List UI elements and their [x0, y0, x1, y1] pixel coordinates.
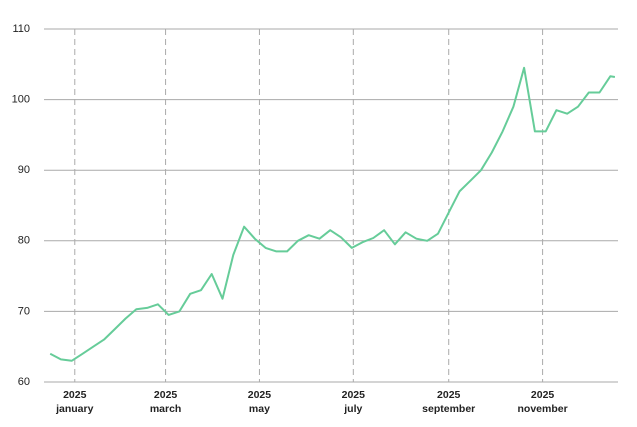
- x-tick-label: november: [518, 403, 568, 415]
- line: [49, 66, 616, 362]
- x-tick-label: may: [249, 403, 270, 415]
- x-tick-label: 2025: [154, 389, 178, 401]
- x-tick-label: september: [422, 403, 475, 415]
- y-tick-label: 80: [18, 235, 30, 247]
- x-tick-label: 2025: [342, 389, 366, 401]
- x-tick-label: 2025: [531, 389, 555, 401]
- y-tick-label: 100: [12, 94, 30, 106]
- x-tick-label: january: [55, 403, 94, 415]
- x-tick-label: 2025: [437, 389, 461, 401]
- y-tick-label: 70: [18, 305, 30, 317]
- x-tick-label: 2025: [248, 389, 272, 401]
- x-tick-label: 2025: [63, 389, 87, 401]
- y-tick-label: 60: [18, 376, 30, 388]
- x-tick-label: march: [150, 403, 182, 415]
- x-tick-label: july: [343, 403, 362, 415]
- y-tick-label: 110: [12, 23, 30, 35]
- y-tick-label: 90: [18, 164, 30, 176]
